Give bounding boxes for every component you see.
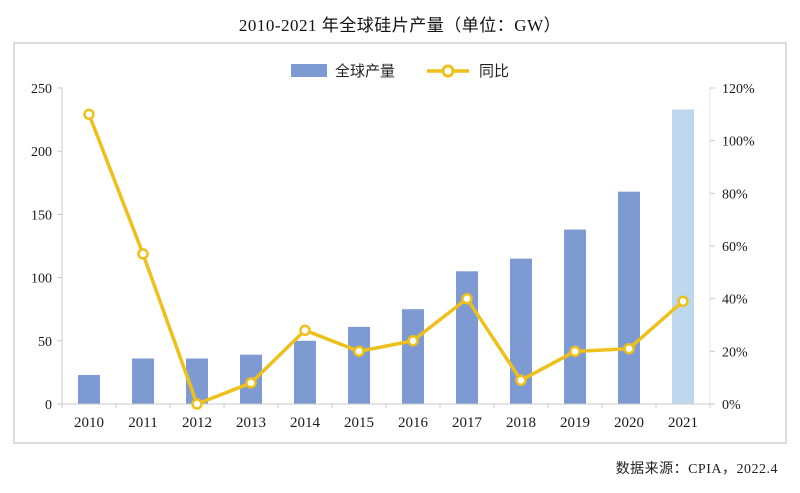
right-axis-label: 100% xyxy=(722,135,755,150)
yoy-point-2021 xyxy=(677,295,689,308)
x-axis-label: 2011 xyxy=(128,415,157,431)
left-axis-label: 150 xyxy=(31,208,52,223)
bar-2014 xyxy=(294,340,316,404)
bar-2021 xyxy=(672,109,694,404)
x-axis-label: 2020 xyxy=(614,415,644,431)
x-axis-label: 2014 xyxy=(290,415,321,431)
bar-2015 xyxy=(348,326,370,404)
yoy-point-2011 xyxy=(137,248,149,260)
left-axis-label: 0 xyxy=(45,398,52,413)
yoy-point-2018 xyxy=(515,374,527,387)
legend-label-production: 全球产量 xyxy=(334,64,395,80)
right-axis-label: 20% xyxy=(722,345,748,360)
yoy-point-2013 xyxy=(245,377,257,389)
x-axis-label: 2017 xyxy=(452,415,483,431)
bar-2019 xyxy=(564,229,586,404)
right-axis-label: 60% xyxy=(722,240,748,255)
left-axis-label: 200 xyxy=(31,145,52,160)
bar-2016 xyxy=(402,309,424,404)
right-axis-label: 80% xyxy=(722,187,748,202)
plot-area: 0 50 100 150 200 250 0% 20% 40% 60% 80% 100% 120% 201… xyxy=(31,82,755,431)
chart-frame: 全球产量 同比 0 50 100 150 200 250 0% 20% 40% 60% 80% 100… xyxy=(13,42,787,444)
yoy-point-2019 xyxy=(569,345,581,358)
yoy-point-2015 xyxy=(353,345,365,358)
x-axis-label: 2013 xyxy=(236,415,266,431)
x-axis-label: 2016 xyxy=(398,415,429,431)
bar-2017 xyxy=(456,271,478,404)
bar-2011 xyxy=(132,358,154,404)
yoy-point-2014 xyxy=(299,324,311,337)
left-axis-label: 250 xyxy=(31,82,52,97)
legend-item-yoy: 同比 xyxy=(425,60,509,81)
right-axis-label: 40% xyxy=(722,293,748,308)
legend-item-production: 全球产量 xyxy=(290,60,395,81)
x-axis-label: 2019 xyxy=(560,415,590,431)
left-axis-label: 50 xyxy=(38,335,52,350)
legend: 全球产量 同比 xyxy=(15,60,785,81)
left-axis-label: 100 xyxy=(31,272,52,287)
x-axis-label: 2015 xyxy=(344,415,374,431)
line-series-swatch xyxy=(427,64,469,77)
yoy-point-2017 xyxy=(461,292,473,305)
x-axis-label: 2021 xyxy=(668,415,698,431)
chart-title: 2010-2021 年全球硅片产量（单位：GW） xyxy=(238,16,562,35)
legend-label-yoy: 同比 xyxy=(479,64,510,80)
bar-series-swatch xyxy=(290,64,327,77)
bar-2018 xyxy=(510,258,532,404)
right-axis-label: 120% xyxy=(722,82,755,97)
yoy-point-2010 xyxy=(83,108,95,121)
x-axis-label: 2018 xyxy=(506,415,536,431)
bar-2010 xyxy=(78,374,100,404)
x-axis-label: 2010 xyxy=(74,415,104,431)
yoy-point-2012 xyxy=(191,398,203,410)
yoy-point-2016 xyxy=(407,335,419,347)
bar-2020 xyxy=(618,191,640,404)
data-source-note: 数据来源：CPIA，2022.4 xyxy=(615,462,778,477)
x-axis-label: 2012 xyxy=(182,415,212,431)
yoy-line xyxy=(87,112,685,406)
right-axis-label: 0% xyxy=(722,398,741,413)
yoy-point-2020 xyxy=(623,342,635,355)
